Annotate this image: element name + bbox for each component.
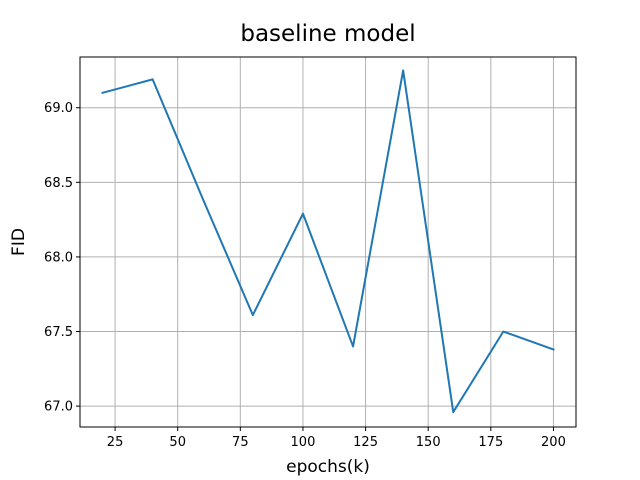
plot-frame (79, 56, 577, 428)
x-tick-label: 25 (107, 435, 124, 450)
chart-title: baseline model (240, 21, 415, 47)
x-tick-label: 175 (478, 435, 503, 450)
y-tick-label: 67.0 (44, 400, 73, 415)
grid (80, 57, 576, 427)
x-axis-label: epochs(k) (286, 457, 370, 477)
y-axis-ticks: 67.0 67.5 68.0 68.5 69.0 (44, 101, 80, 415)
y-tick-label: 69.0 (44, 101, 73, 116)
x-tick-label: 200 (541, 435, 566, 450)
y-axis-label: FID (9, 228, 29, 256)
x-tick-label: 125 (353, 435, 378, 450)
x-tick-label: 75 (232, 435, 249, 450)
x-tick-label: 100 (291, 435, 316, 450)
y-tick-label: 68.5 (44, 176, 73, 191)
x-tick-label: 150 (416, 435, 441, 450)
x-axis-ticks: 25 50 75 100 125 150 175 200 (107, 427, 566, 450)
series-layer (101, 69, 555, 414)
y-tick-label: 68.0 (44, 250, 73, 265)
y-tick-label: 67.5 (44, 325, 73, 340)
x-tick-label: 50 (169, 435, 186, 450)
series-line (101, 69, 555, 414)
